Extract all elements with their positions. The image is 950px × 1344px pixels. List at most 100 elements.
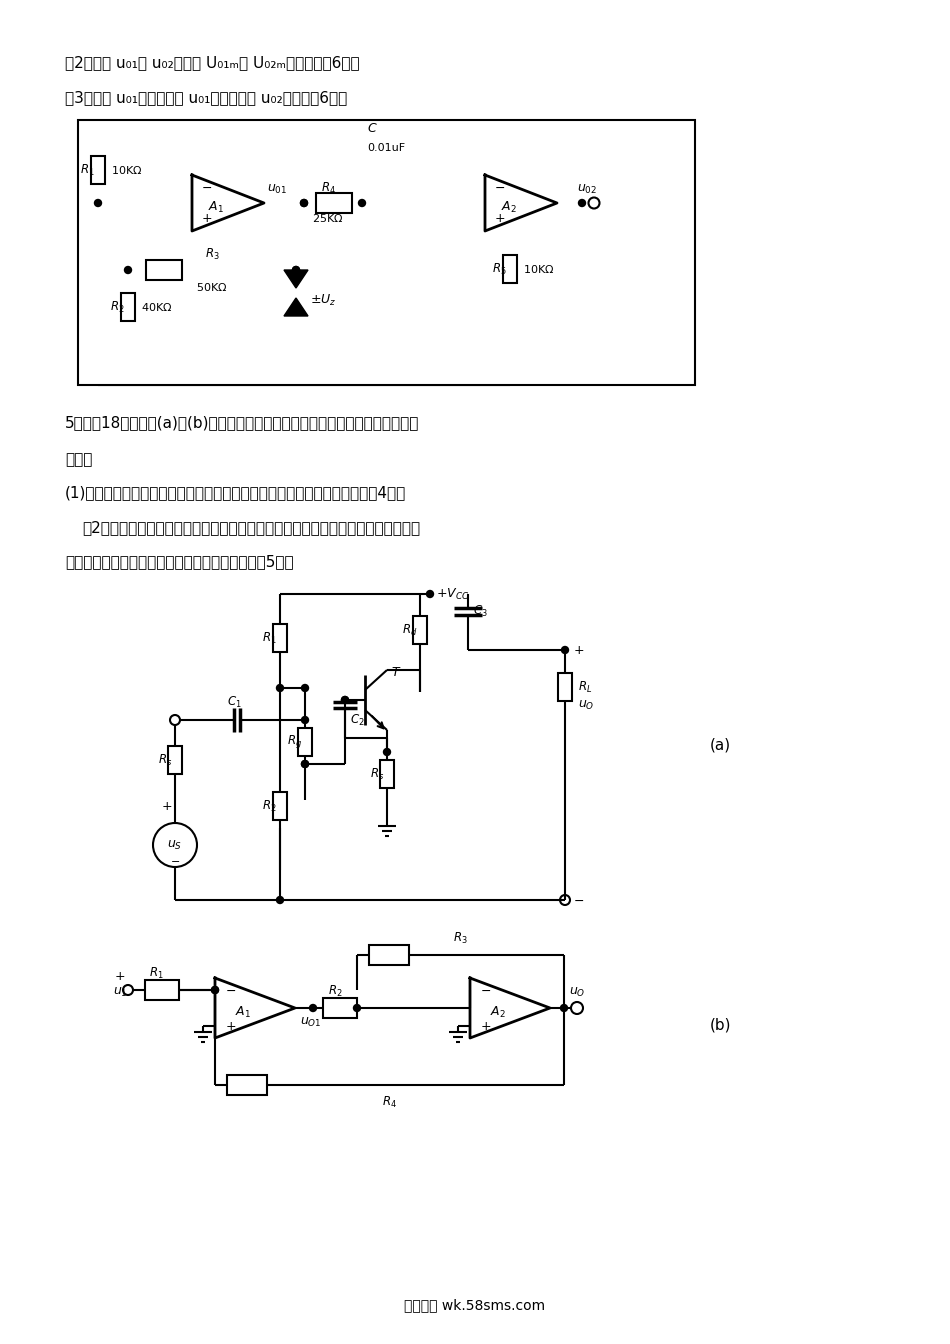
Text: $u_{02}$: $u_{02}$ [577, 183, 598, 195]
Text: $A_1$: $A_1$ [208, 199, 224, 215]
Bar [273, 624, 287, 652]
Text: $-$: $-$ [480, 984, 491, 996]
Bar [503, 255, 517, 284]
Text: $\pm U_z$: $\pm U_z$ [310, 293, 336, 308]
Circle shape [212, 986, 218, 993]
Circle shape [301, 684, 309, 692]
Text: $R_s$: $R_s$ [158, 753, 172, 767]
Bar [91, 156, 105, 184]
Text: $C_3$: $C_3$ [473, 603, 487, 618]
Text: $T$: $T$ [391, 665, 402, 679]
Text: 10K$\Omega$: 10K$\Omega$ [111, 164, 142, 176]
Text: $u_O$: $u_O$ [578, 699, 595, 711]
Text: $-$: $-$ [225, 984, 237, 996]
Bar [121, 293, 135, 321]
Circle shape [293, 266, 299, 273]
Bar [558, 673, 572, 702]
Text: 10K$\Omega$: 10K$\Omega$ [523, 263, 555, 276]
Text: $R_g$: $R_g$ [287, 734, 302, 750]
Polygon shape [284, 270, 308, 288]
Bar [369, 945, 409, 965]
Circle shape [341, 696, 349, 703]
Circle shape [358, 199, 366, 207]
Text: $R_1$: $R_1$ [81, 163, 95, 177]
Text: $-$: $-$ [201, 180, 212, 194]
Bar [323, 999, 357, 1017]
Text: $+$: $+$ [225, 1020, 237, 1032]
Text: $+$: $+$ [573, 644, 584, 656]
Bar [413, 616, 427, 644]
Text: $+$: $+$ [201, 212, 212, 226]
Text: $u_O$: $u_O$ [569, 985, 585, 999]
Bar [380, 759, 394, 788]
Text: $R_2$: $R_2$ [328, 984, 342, 999]
Circle shape [427, 590, 433, 598]
Text: $R_s$: $R_s$ [370, 766, 384, 782]
Polygon shape [215, 978, 295, 1038]
Circle shape [310, 1004, 316, 1012]
Text: $u_{O1}$: $u_{O1}$ [300, 1016, 321, 1028]
Polygon shape [284, 298, 308, 316]
Text: $+$: $+$ [494, 212, 505, 226]
Circle shape [561, 646, 568, 653]
Text: （2）若引入了交流负反馈，则判断是哪种组态的交流负反馈，并计算各电路总反馈: （2）若引入了交流负反馈，则判断是哪种组态的交流负反馈，并计算各电路总反馈 [82, 520, 420, 535]
Circle shape [276, 684, 283, 692]
Circle shape [353, 1004, 360, 1012]
Text: $R_d$: $R_d$ [402, 622, 417, 637]
Text: （2）计算 u₀₁和 u₀₂的幅度 U₀₁ₘ、 U₀₂ₘ和频率；（6分）: （2）计算 u₀₁和 u₀₂的幅度 U₀₁ₘ、 U₀₂ₘ和频率；（6分） [65, 55, 360, 70]
Circle shape [560, 1004, 567, 1012]
Text: $R_1$: $R_1$ [149, 965, 163, 981]
Text: $u_1$: $u_1$ [113, 985, 127, 999]
Text: $A_2$: $A_2$ [490, 1004, 506, 1020]
Text: $+$: $+$ [162, 801, 173, 813]
Text: $R_L$: $R_L$ [578, 680, 592, 695]
Text: $R_3$: $R_3$ [453, 930, 467, 946]
Polygon shape [192, 175, 264, 231]
Circle shape [300, 199, 308, 207]
Text: $-$: $-$ [494, 180, 505, 194]
Text: 回答：: 回答： [65, 453, 92, 468]
Polygon shape [470, 978, 550, 1038]
Bar [146, 259, 182, 280]
Text: $R_3$: $R_3$ [204, 246, 219, 262]
Text: $R_4$: $R_4$ [320, 180, 335, 195]
Text: $R_2$: $R_2$ [262, 798, 277, 813]
Text: 0.01uF: 0.01uF [367, 142, 405, 153]
Text: 25K$\Omega$: 25K$\Omega$ [313, 212, 344, 224]
Circle shape [384, 749, 390, 755]
Text: $-$: $-$ [170, 855, 180, 866]
Circle shape [300, 199, 308, 207]
Text: $R_1$: $R_1$ [262, 630, 277, 645]
Text: $C$: $C$ [367, 121, 378, 134]
Polygon shape [485, 175, 557, 231]
Text: $C_1$: $C_1$ [227, 695, 241, 710]
Circle shape [301, 761, 309, 767]
Bar [168, 746, 182, 774]
Text: $u_{01}$: $u_{01}$ [267, 183, 287, 195]
Text: $R_4$: $R_4$ [382, 1094, 397, 1110]
Circle shape [212, 986, 218, 993]
Bar [227, 1075, 267, 1095]
Text: $A_1$: $A_1$ [235, 1004, 251, 1020]
Text: (a): (a) [710, 738, 732, 753]
Circle shape [276, 896, 283, 903]
Text: 五八文库 wk.58sms.com: 五八文库 wk.58sms.com [405, 1298, 545, 1312]
Bar [78, 120, 695, 384]
Text: $A_2$: $A_2$ [501, 199, 517, 215]
Circle shape [293, 266, 299, 273]
Circle shape [341, 696, 349, 703]
Bar [316, 194, 352, 212]
Text: $u_S$: $u_S$ [167, 839, 182, 852]
Text: $-$: $-$ [573, 894, 584, 906]
Text: 系数和深度负反馈条件下的电压放大倍数。（每图5分）: 系数和深度负反馈条件下的电压放大倍数。（每图5分） [65, 555, 294, 570]
Text: $C_2$: $C_2$ [350, 712, 365, 727]
Bar [273, 792, 287, 820]
Text: (b): (b) [710, 1017, 732, 1032]
Bar [145, 980, 179, 1000]
Text: 40K$\Omega$: 40K$\Omega$ [141, 301, 173, 313]
Text: $R_2$: $R_2$ [110, 300, 125, 314]
Text: $R_5$: $R_5$ [492, 262, 507, 277]
Text: (1)各电路中引入的是直流反馈还是交流反馈？是正反馈还是负反馈？（每图4分）: (1)各电路中引入的是直流反馈还是交流反馈？是正反馈还是负反馈？（每图4分） [65, 485, 407, 500]
Text: 5．（共18分）如图(a)、(b)所示，各图中所有电容对交流信号均可视为短路。请: 5．（共18分）如图(a)、(b)所示，各图中所有电容对交流信号均可视为短路。请 [65, 415, 419, 430]
Text: （3）画出 u₀₁波形，对应 u₀₁波形再画出 u₀₂波形。（6分）: （3）画出 u₀₁波形，对应 u₀₁波形再画出 u₀₂波形。（6分） [65, 90, 348, 105]
